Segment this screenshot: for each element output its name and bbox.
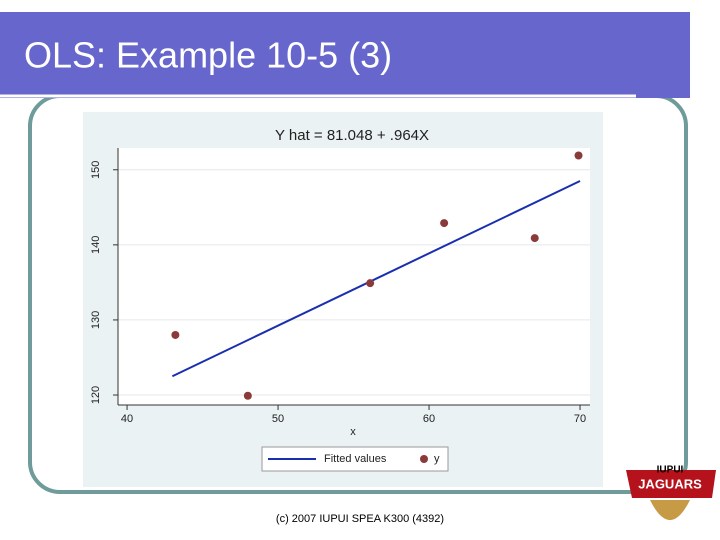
x-tick-label: 70 [574, 413, 586, 425]
point [366, 279, 375, 288]
plot-area [118, 148, 590, 405]
y-tick-label: 150 [90, 161, 102, 179]
point [574, 151, 583, 160]
fitted-line [171, 180, 581, 378]
point [243, 391, 252, 400]
x-axis-label: x [350, 426, 356, 438]
slide-title: OLS: Example 10-5 (3) [24, 35, 392, 76]
y-tick-label: 140 [90, 236, 102, 254]
y-tick-label: 120 [90, 386, 102, 404]
legend-swatch [420, 455, 428, 463]
title-bar [0, 12, 690, 98]
legend-label: Fitted values [324, 453, 387, 465]
y-tick-label: 130 [90, 311, 102, 329]
chart-title: Y hat = 81.048 + .964X [275, 127, 429, 144]
point [171, 330, 180, 339]
x-tick-label: 40 [121, 413, 133, 425]
logo-text: JAGUARS [638, 476, 702, 491]
point [440, 219, 449, 228]
x-tick-label: 60 [423, 413, 435, 425]
logo: IUPUI JAGUARS [626, 465, 716, 520]
logo-text: IUPUI [657, 465, 684, 476]
footer: (c) 2007 IUPUI SPEA K300 (4392) [276, 513, 444, 525]
x-tick-label: 50 [272, 413, 284, 425]
point [530, 234, 539, 243]
legend-label: y [434, 453, 440, 465]
logo-shape [626, 470, 716, 498]
logo-jaguar [650, 500, 690, 520]
